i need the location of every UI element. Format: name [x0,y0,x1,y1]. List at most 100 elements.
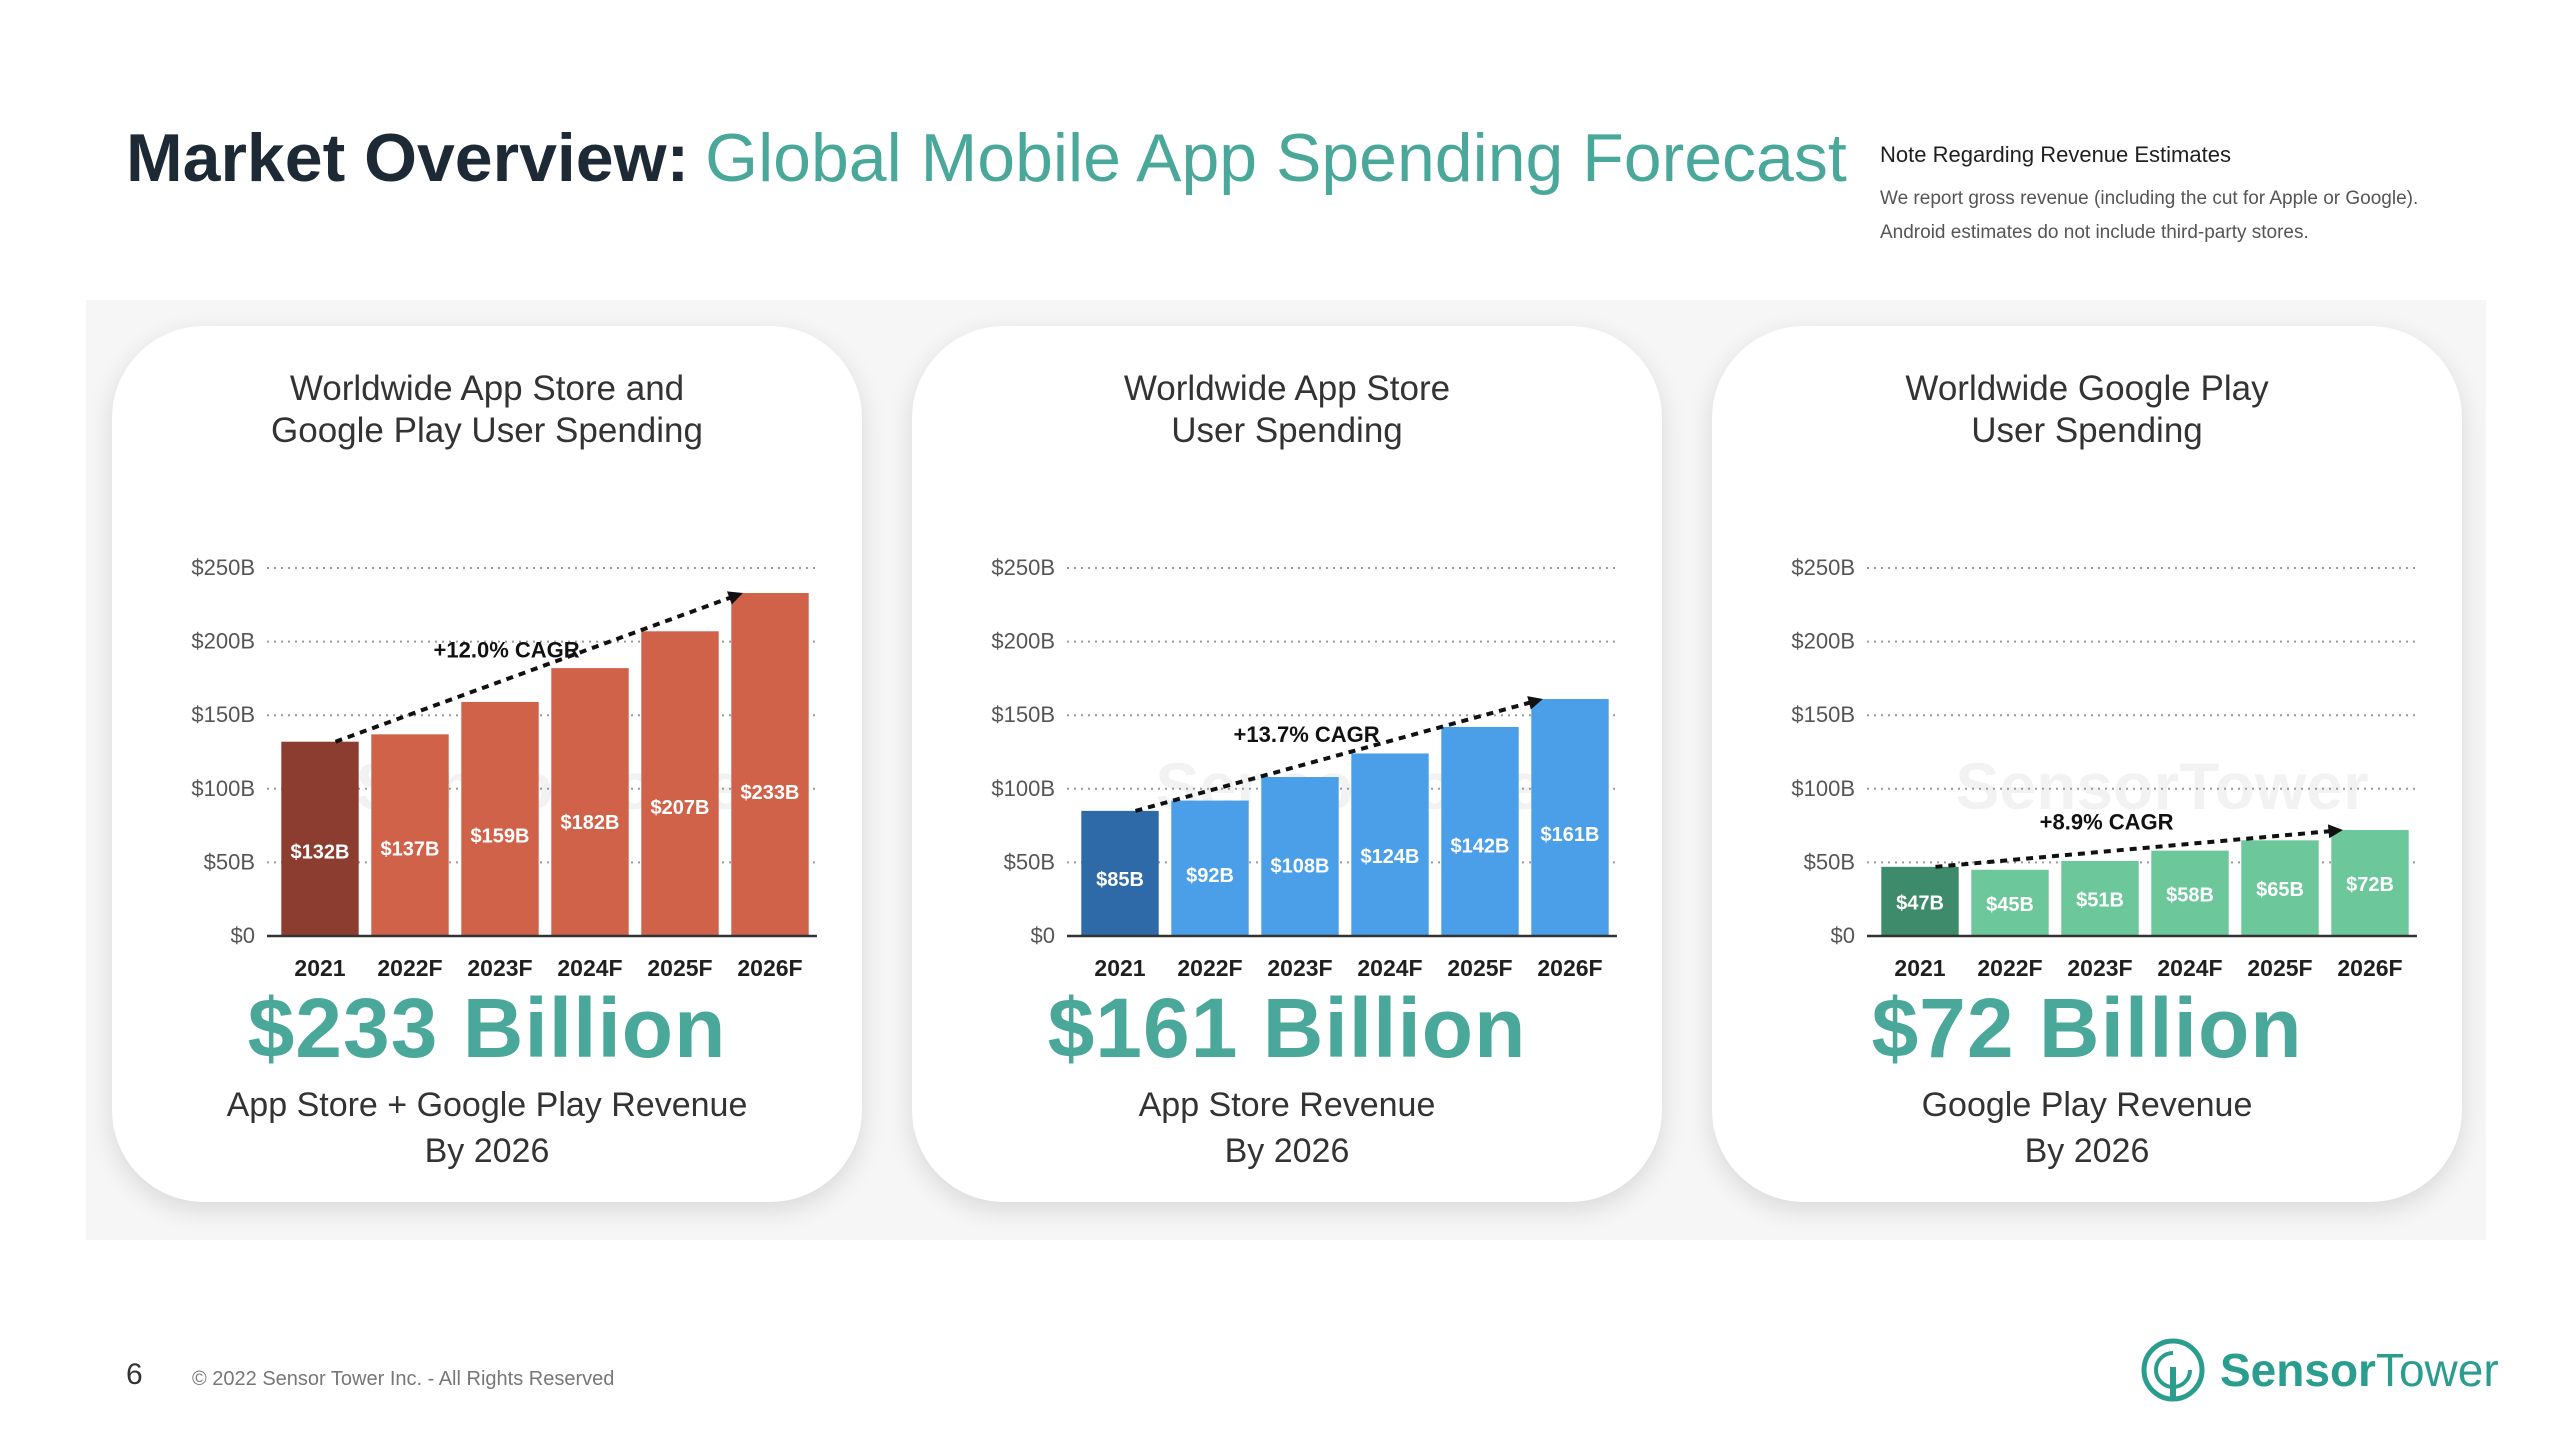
brand-name-part-1: Sensor [2220,1344,2376,1396]
sub-label: Google Play Revenue By 2026 [1712,1082,2462,1174]
sub-label: App Store + Google Play Revenue By 2026 [112,1082,862,1174]
chart-svg: SensorTower$0$50B$100B$150B$200B$250B$85… [991,555,1617,976]
y-tick-label: $200B [991,629,1055,654]
sub-label-line-1: App Store Revenue [1138,1086,1436,1124]
sub-label: App Store Revenue By 2026 [912,1082,1662,1174]
copyright: © 2022 Sensor Tower Inc. - All Rights Re… [192,1368,615,1390]
bar-value-label: $65B [2256,879,2304,901]
page-title-light: Global Mobile App Spending Forecast [705,120,1847,196]
page-title: Market Overview: Global Mobile App Spendi… [126,118,1847,200]
x-tick-label: 2025F [2247,955,2312,976]
bar [2151,850,2229,936]
chart-google-play-spending: SensorTower $0 $50B $100B $150B $200B $250B $47… [1752,506,2432,976]
card-total-spending: Worldwide App Store and Google Play User… [112,326,862,1202]
bar [281,741,359,936]
x-tick-label: 2026F [1537,955,1602,976]
big-value: $233 Billion [247,981,727,1075]
note-heading: Note Regarding Revenue Estimates [1880,142,2231,167]
bar [1441,726,1519,936]
sub-label-line-2: By 2026 [2024,1132,2150,1170]
chart-svg: SensorTower$0$50B$100B$150B$200B$250B$13… [191,555,817,976]
card-title-line-2: User Spending [1171,411,1403,450]
note-line-2: Android estimates do not include third-p… [1880,222,2309,243]
brand-logo: SensorTower [2140,1335,2499,1405]
page-title-strong: Market Overview: [126,120,690,196]
cagr-arrow-line [334,594,734,744]
cagr-arrow-line [1134,699,1534,813]
bar-value-label: $47B [1896,892,1944,914]
watermark-text: SensorTower [1955,749,2368,823]
y-tick-label: $50B [1804,849,1855,874]
y-tick-label: $250B [191,555,255,580]
bar-value-label: $108B [1271,855,1330,877]
bar-value-label: $85B [1096,869,1144,891]
bar [1081,810,1159,936]
big-value: $72 Billion [1871,981,2303,1075]
y-tick-label: $150B [991,702,1055,727]
x-tick-label: 2024F [2157,955,2222,976]
bar-value-label: $159B [471,825,530,847]
y-tick-label: $150B [191,702,255,727]
sensor-tower-logo-icon [2141,1338,2205,1402]
big-value: $161 Billion [1047,981,1527,1075]
card-google-play-spending: Worldwide Google Play User Spending Sens… [1712,326,2462,1202]
bar-value-label: $137B [381,838,440,860]
bar [1971,869,2049,936]
bar [1531,699,1609,936]
bar [731,593,809,936]
bar-value-label: $58B [2166,884,2214,906]
x-tick-label: 2022F [1977,955,2042,976]
sub-label-line-1: Google Play Revenue [1921,1086,2253,1124]
bar-value-label: $72B [2346,874,2394,896]
bar-value-label: $182B [561,812,620,834]
card-title: Worldwide Google Play User Spending [1712,368,2462,452]
bar [2241,840,2319,936]
sub-label-line-1: App Store + Google Play Revenue [226,1086,748,1124]
bar-value-label: $45B [1986,894,2034,916]
sub-label-line-2: By 2026 [424,1132,550,1170]
x-tick-label: 2024F [557,955,622,976]
bar-value-label: $92B [1186,865,1234,887]
x-tick-label: 2024F [1357,955,1422,976]
bar [371,734,449,936]
card-title: Worldwide App Store User Spending [912,368,1662,452]
note-line-1: We report gross revenue (including the c… [1880,188,2419,209]
card-title: Worldwide App Store and Google Play User… [112,368,862,452]
bar [1171,800,1249,936]
x-tick-label: 2026F [2337,955,2402,976]
x-tick-label: 2021 [294,955,345,976]
x-tick-label: 2022F [377,955,442,976]
cagr-annotation: +8.9% CAGR [2040,809,2174,834]
cagr-annotation: +12.0% CAGR [434,637,580,662]
bar [461,701,539,936]
chart-svg: SensorTower $0 $50B $100B $150B $200B $250B $47… [1791,555,2417,976]
x-tick-label: 2021 [1894,955,1945,976]
x-tick-label: 2022F [1177,955,1242,976]
page-number: 6 [126,1358,143,1391]
bar-value-label: $233B [741,782,800,804]
bar [2061,860,2139,936]
x-tick-label: 2023F [467,955,532,976]
x-tick-label: 2026F [737,955,802,976]
y-tick-label: $100B [991,776,1055,801]
cagr-arrow-head [2327,824,2343,839]
card-title-line-2: Google Play User Spending [271,411,703,450]
bar [641,631,719,936]
bar [2331,830,2409,936]
cagr-arrow-head [726,591,743,605]
cagr-annotation: +13.7% CAGR [1234,722,1380,747]
y-tick-label: $0 [231,923,255,948]
bar-value-label: $51B [2076,889,2124,911]
card-app-store-spending: Worldwide App Store User Spending Sensor… [912,326,1662,1202]
y-tick-label: $0 [1831,923,1855,948]
x-tick-label: 2025F [647,955,712,976]
revenue-note: Note Regarding Revenue Estimates We repo… [1880,142,2520,250]
y-tick-label: $0 [1031,923,1055,948]
card-title-line-1: Worldwide Google Play [1905,369,2269,408]
card-title-line-1: Worldwide App Store [1123,369,1451,408]
y-tick-label: $50B [1004,849,1055,874]
cagr-arrow-line [1935,828,2334,869]
bar [551,668,629,936]
y-tick-label: $150B [1791,702,1855,727]
brand-name: SensorTower [2220,1343,2499,1397]
